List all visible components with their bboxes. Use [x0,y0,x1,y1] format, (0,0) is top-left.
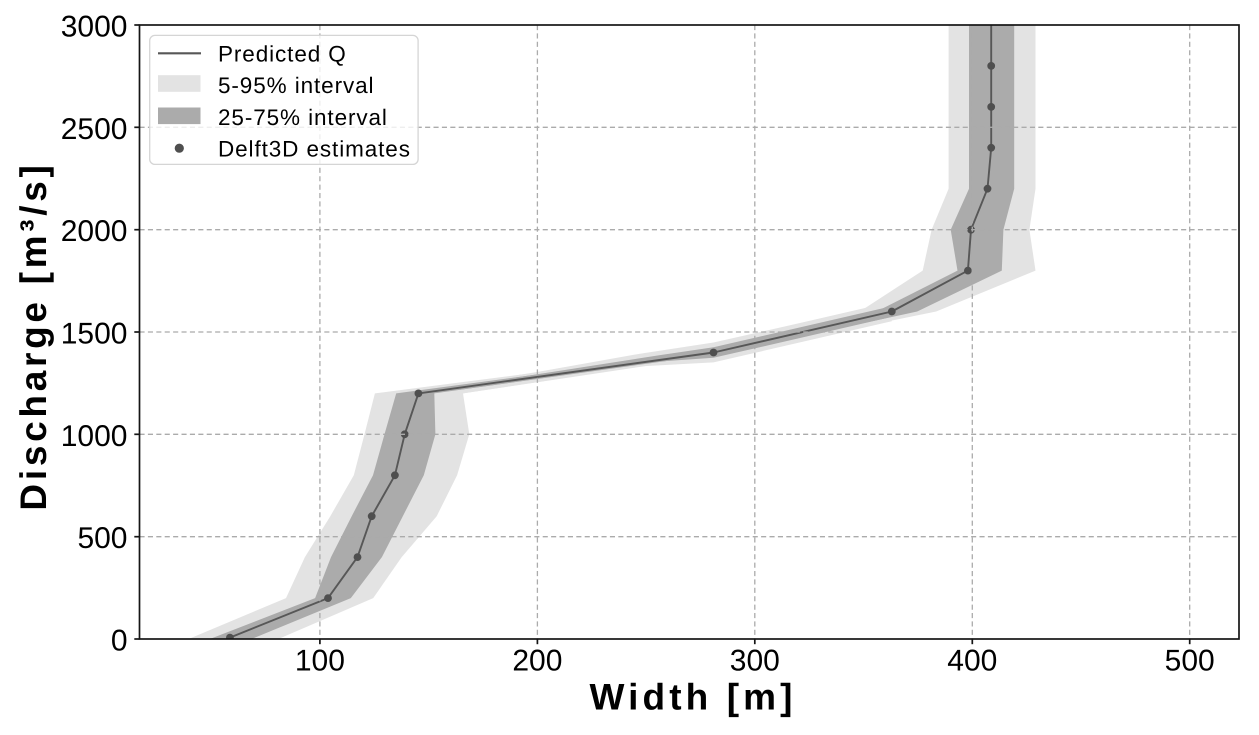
svg-text:Discharge [m³/s]: Discharge [m³/s] [13,161,54,510]
svg-text:0: 0 [111,625,128,658]
svg-text:5-95% interval: 5-95% interval [218,73,374,98]
svg-text:400: 400 [947,645,997,678]
svg-text:Width [m]: Width [m] [589,677,796,718]
svg-text:2500: 2500 [61,113,128,146]
svg-text:300: 300 [730,645,780,678]
svg-text:3000: 3000 [61,11,128,44]
svg-text:100: 100 [295,645,345,678]
svg-text:1000: 1000 [61,420,128,453]
svg-text:2000: 2000 [61,215,128,248]
svg-text:1500: 1500 [61,318,128,351]
svg-text:Delft3D estimates: Delft3D estimates [218,137,411,162]
svg-text:200: 200 [512,645,562,678]
svg-text:25-75% interval: 25-75% interval [218,105,388,130]
svg-text:500: 500 [77,522,127,555]
svg-text:Predicted Q: Predicted Q [218,41,347,66]
svg-text:500: 500 [1165,645,1215,678]
